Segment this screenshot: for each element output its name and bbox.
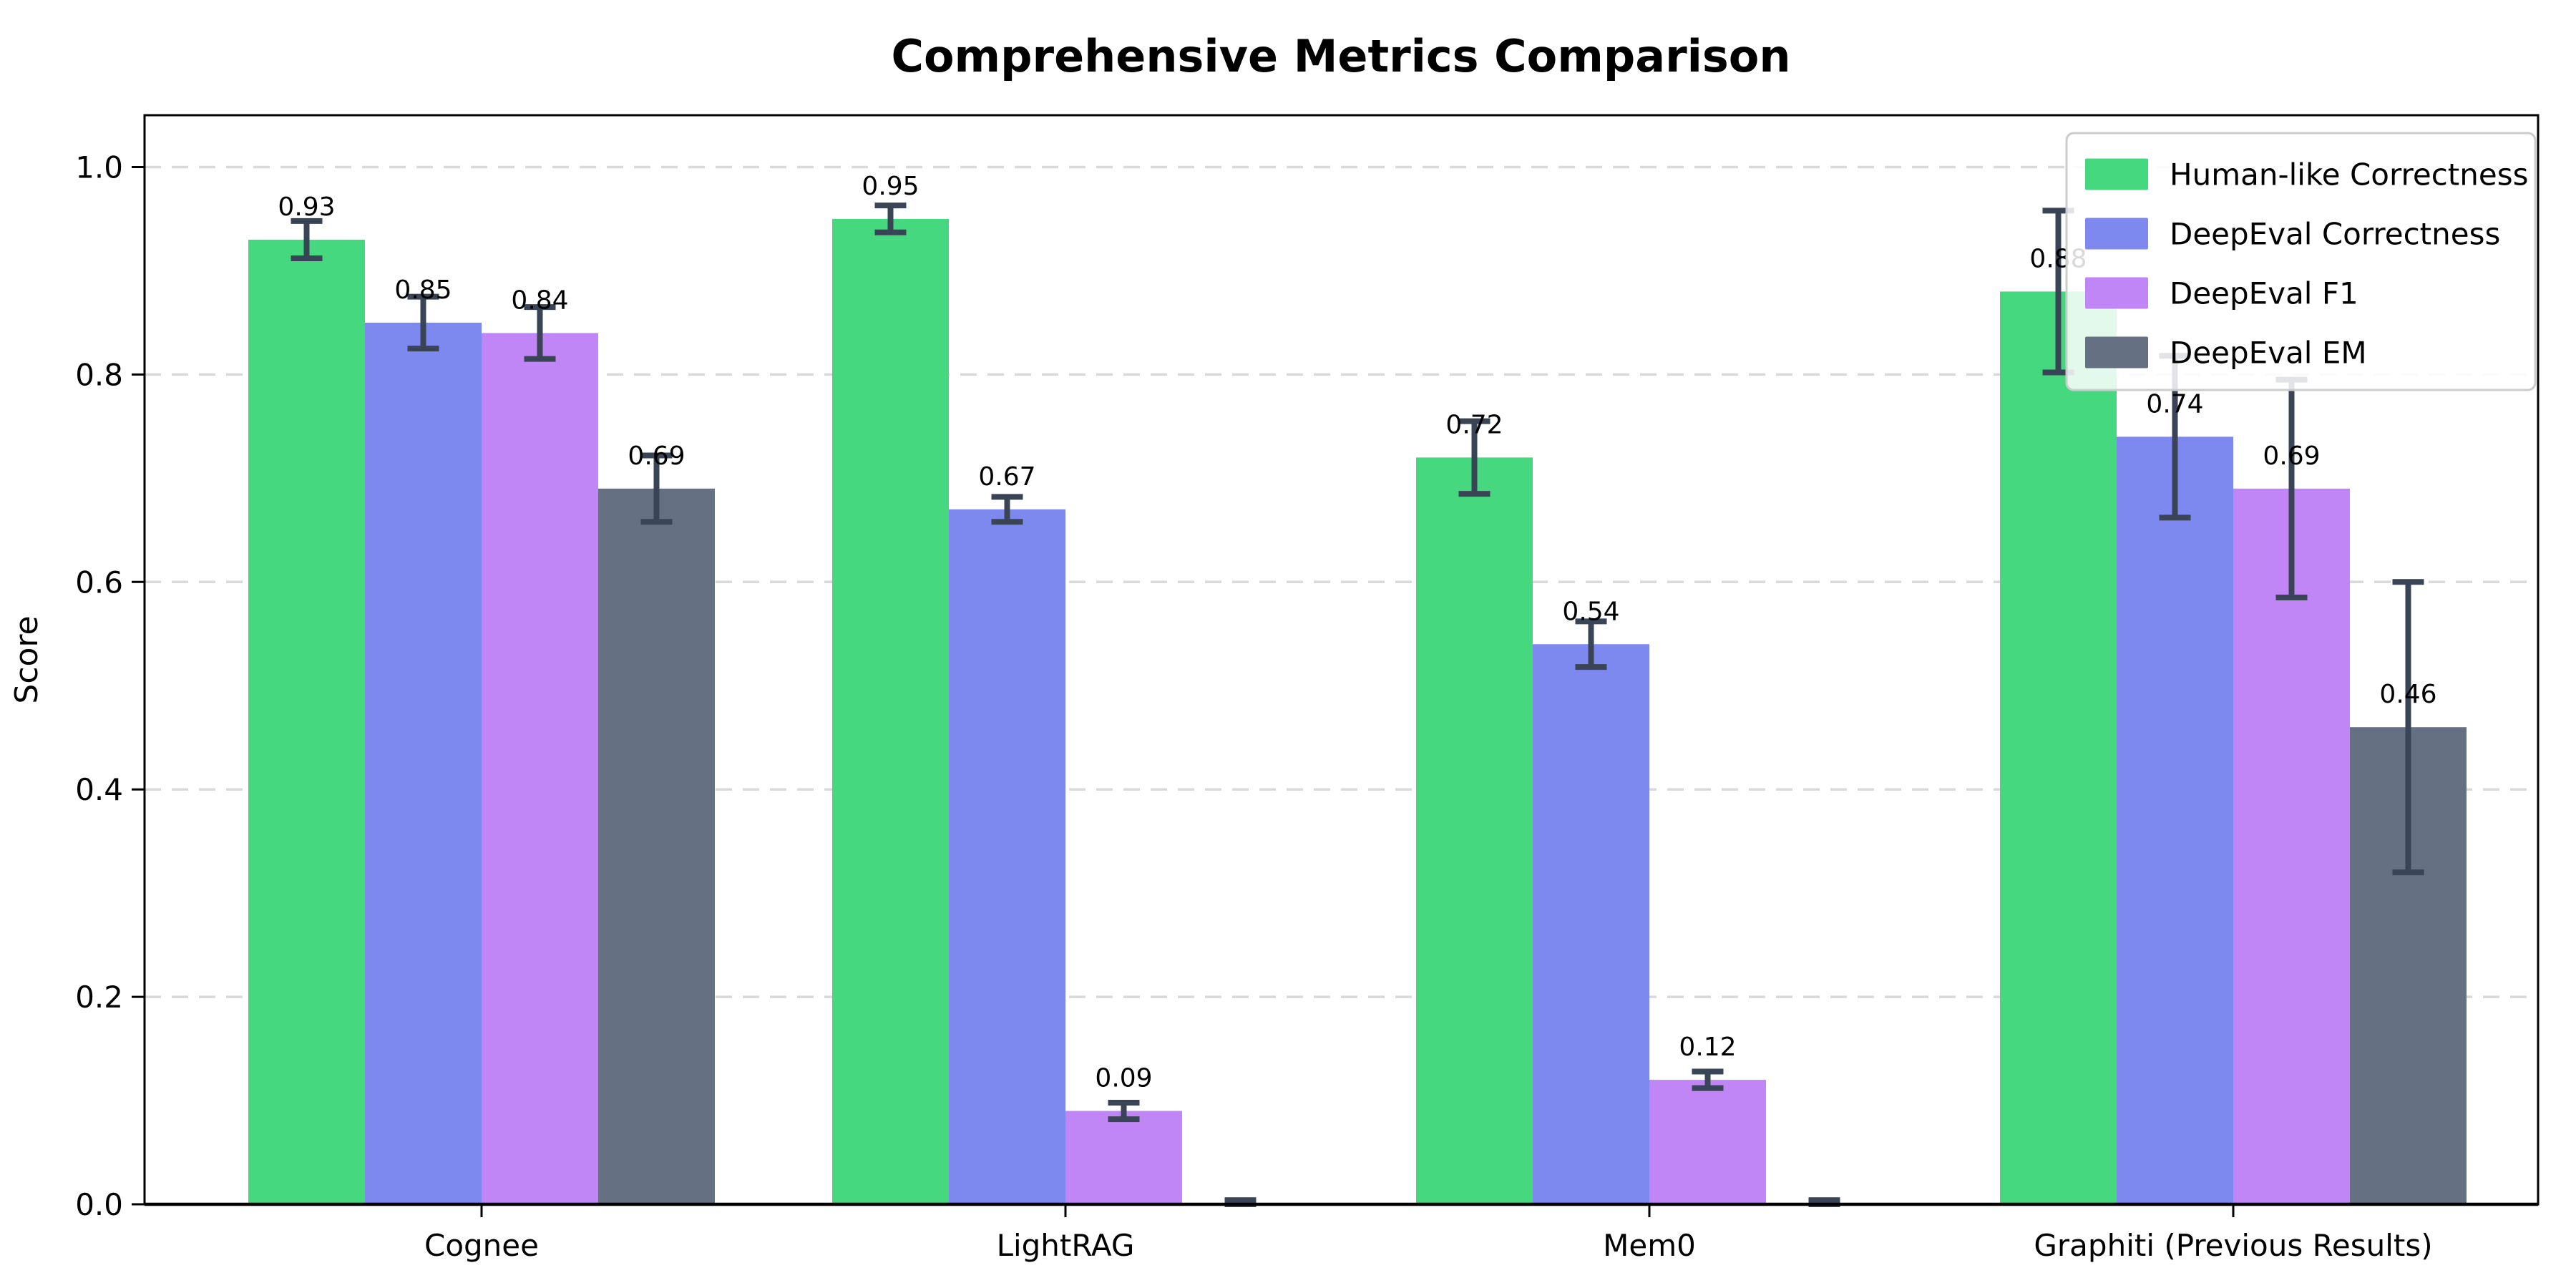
- y-axis-label: Score: [9, 615, 45, 703]
- y-tick-label: 0.0: [75, 1187, 123, 1222]
- bar-value-label: 0.12: [1679, 1033, 1736, 1062]
- y-tick-label: 0.2: [75, 980, 123, 1015]
- bar-value-label: 0.54: [1562, 597, 1619, 626]
- x-tick-label: LightRAG: [997, 1228, 1135, 1263]
- legend: Human-like Correctness DeepEval Correctne…: [2065, 132, 2537, 391]
- bar: [365, 322, 482, 1204]
- bar: [1533, 644, 1649, 1204]
- x-tick-label: Cognee: [424, 1228, 539, 1263]
- legend-label: DeepEval Correctness: [2170, 217, 2500, 252]
- x-tick-label: Graphiti (Previous Results): [2034, 1228, 2432, 1263]
- y-tick-label: 0.8: [75, 357, 123, 392]
- bar: [1065, 1111, 1182, 1204]
- plot-area: 0.930.950.720.880.850.670.540.740.840.09…: [75, 114, 2540, 1263]
- legend-swatch: [2085, 336, 2148, 369]
- bar: [2233, 488, 2350, 1204]
- bar-value-label: 0.69: [628, 441, 685, 471]
- bar-value-label: 0.67: [978, 462, 1035, 492]
- bar-value-label: 0.93: [278, 192, 335, 222]
- bar-value-label: 0.95: [862, 172, 919, 201]
- legend-swatch: [2085, 218, 2148, 250]
- y-tick-label: 1.0: [75, 150, 123, 185]
- bar: [2000, 291, 2117, 1204]
- legend-label: Human-like Correctness: [2170, 157, 2529, 192]
- legend-label: DeepEval F1: [2170, 276, 2358, 311]
- legend-swatch: [2085, 277, 2148, 309]
- legend-frame: [2065, 132, 2537, 391]
- bar: [248, 239, 365, 1204]
- chart-title: Comprehensive Metrics Comparison: [891, 30, 1790, 82]
- bar: [1416, 457, 1533, 1205]
- bar: [949, 509, 1065, 1204]
- bar-value-label: 0.85: [394, 275, 452, 305]
- bar-value-label: 0.74: [2146, 389, 2203, 419]
- legend-swatch: [2085, 158, 2148, 190]
- legend-label: DeepEval EM: [2170, 336, 2367, 371]
- bar-value-label: 0.09: [1095, 1064, 1152, 1093]
- bar-value-label: 0.84: [511, 286, 568, 315]
- y-tick-label: 0.4: [75, 772, 123, 807]
- x-tick-label: Mem0: [1603, 1228, 1696, 1263]
- bar: [832, 218, 949, 1204]
- bar: [482, 333, 598, 1204]
- bar: [598, 488, 715, 1204]
- y-tick-label: 0.6: [75, 565, 123, 600]
- bar: [2117, 436, 2233, 1205]
- bar-value-label: 0.69: [2263, 441, 2320, 471]
- bar: [1649, 1080, 1766, 1204]
- bar-value-label: 0.46: [2379, 680, 2436, 709]
- bar-value-label: 0.72: [1445, 410, 1503, 439]
